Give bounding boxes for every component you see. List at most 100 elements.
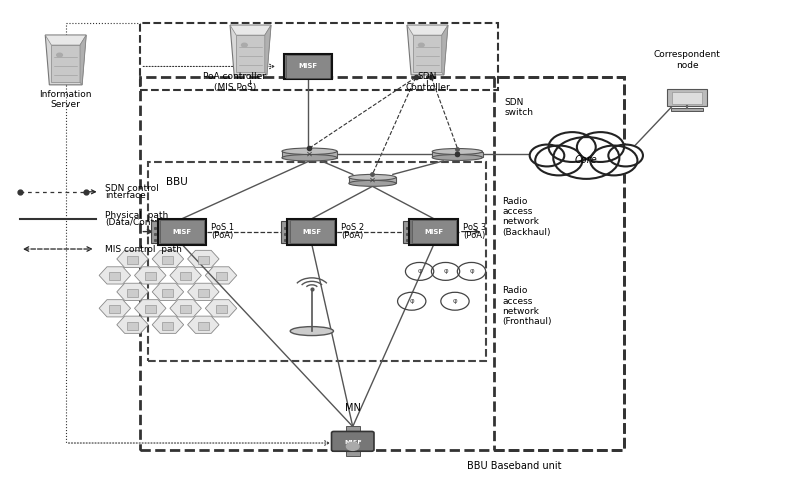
- Text: Correspondent
node: Correspondent node: [653, 50, 721, 70]
- Text: (Data/Control): (Data/Control): [105, 218, 169, 227]
- FancyBboxPatch shape: [127, 256, 138, 264]
- FancyBboxPatch shape: [162, 256, 173, 264]
- Polygon shape: [51, 45, 80, 82]
- Circle shape: [530, 144, 564, 166]
- Text: BBU Baseband unit: BBU Baseband unit: [466, 461, 562, 471]
- Circle shape: [418, 43, 425, 47]
- Text: φ: φ: [453, 298, 457, 304]
- FancyBboxPatch shape: [198, 322, 209, 330]
- Text: MISF: MISF: [425, 228, 444, 234]
- Text: Radio
access
network
(Backhaul): Radio access network (Backhaul): [502, 197, 550, 237]
- FancyBboxPatch shape: [198, 256, 209, 264]
- Text: Information
Server: Information Server: [40, 90, 92, 109]
- FancyBboxPatch shape: [127, 289, 138, 297]
- Polygon shape: [407, 25, 448, 35]
- Text: MISF: MISF: [299, 63, 318, 69]
- Text: (PoA): (PoA): [211, 231, 234, 240]
- FancyBboxPatch shape: [281, 221, 289, 242]
- FancyBboxPatch shape: [284, 53, 333, 79]
- FancyBboxPatch shape: [109, 273, 120, 280]
- FancyBboxPatch shape: [215, 273, 227, 280]
- Text: MISF: MISF: [344, 440, 362, 445]
- Ellipse shape: [432, 148, 482, 154]
- Text: ✕: ✕: [369, 176, 376, 185]
- Circle shape: [549, 132, 596, 162]
- FancyBboxPatch shape: [162, 289, 173, 297]
- FancyBboxPatch shape: [409, 219, 458, 244]
- Circle shape: [554, 137, 619, 179]
- FancyBboxPatch shape: [162, 322, 173, 330]
- Circle shape: [57, 53, 63, 57]
- Text: SDN control: SDN control: [105, 184, 158, 193]
- Text: MISF: MISF: [173, 228, 192, 234]
- Text: BBU: BBU: [166, 177, 188, 187]
- Ellipse shape: [290, 326, 333, 336]
- Text: MIS control  path: MIS control path: [105, 244, 182, 254]
- FancyBboxPatch shape: [348, 178, 396, 184]
- FancyBboxPatch shape: [672, 93, 702, 104]
- Polygon shape: [413, 35, 442, 72]
- Text: φ: φ: [417, 269, 422, 275]
- FancyBboxPatch shape: [403, 221, 411, 242]
- Text: Core: Core: [575, 155, 598, 165]
- FancyBboxPatch shape: [145, 305, 156, 313]
- Ellipse shape: [348, 181, 396, 186]
- FancyBboxPatch shape: [332, 432, 374, 451]
- FancyBboxPatch shape: [160, 220, 204, 243]
- Text: (PoA): (PoA): [341, 231, 364, 240]
- FancyBboxPatch shape: [151, 221, 159, 242]
- Text: SDN
switch: SDN switch: [505, 98, 534, 117]
- FancyBboxPatch shape: [667, 90, 707, 106]
- FancyBboxPatch shape: [180, 273, 191, 280]
- Text: φ: φ: [444, 269, 447, 275]
- Polygon shape: [45, 35, 86, 45]
- Text: interface: interface: [105, 191, 146, 200]
- Text: ✕: ✕: [454, 150, 461, 159]
- Text: Radio
access
network
(Fronthaul): Radio access network (Fronthaul): [502, 286, 552, 326]
- FancyBboxPatch shape: [282, 151, 337, 158]
- Polygon shape: [45, 35, 86, 85]
- FancyBboxPatch shape: [127, 322, 138, 330]
- Polygon shape: [236, 35, 265, 72]
- Polygon shape: [230, 25, 271, 35]
- FancyBboxPatch shape: [345, 426, 360, 433]
- Text: PoS 3: PoS 3: [463, 223, 486, 232]
- Text: PoS 2: PoS 2: [341, 223, 364, 232]
- FancyBboxPatch shape: [290, 220, 334, 243]
- Circle shape: [242, 43, 247, 47]
- Ellipse shape: [348, 175, 396, 181]
- Text: PoA controller
(MIS PoS): PoA controller (MIS PoS): [204, 72, 266, 92]
- Text: ✕: ✕: [306, 150, 313, 159]
- Ellipse shape: [282, 148, 337, 154]
- Polygon shape: [265, 25, 271, 75]
- Ellipse shape: [282, 154, 337, 161]
- FancyBboxPatch shape: [412, 220, 455, 243]
- Text: PoS 1: PoS 1: [211, 223, 234, 232]
- FancyBboxPatch shape: [345, 448, 360, 456]
- FancyBboxPatch shape: [672, 108, 703, 111]
- Text: Physical  path: Physical path: [105, 211, 168, 220]
- Polygon shape: [407, 25, 448, 75]
- Circle shape: [577, 132, 624, 162]
- Polygon shape: [442, 25, 448, 75]
- Text: MN: MN: [345, 403, 360, 413]
- FancyBboxPatch shape: [198, 289, 209, 297]
- FancyBboxPatch shape: [145, 273, 156, 280]
- Text: φ: φ: [469, 269, 474, 275]
- Text: (PoA): (PoA): [463, 231, 485, 240]
- Circle shape: [535, 145, 582, 176]
- Text: SDN
Controller: SDN Controller: [405, 72, 450, 92]
- Text: MISF: MISF: [303, 228, 322, 234]
- Polygon shape: [230, 25, 271, 75]
- Circle shape: [608, 144, 643, 166]
- Text: φ: φ: [409, 298, 414, 304]
- FancyBboxPatch shape: [215, 305, 227, 313]
- Polygon shape: [80, 35, 86, 85]
- Circle shape: [346, 443, 359, 450]
- FancyBboxPatch shape: [158, 219, 207, 244]
- Ellipse shape: [432, 154, 482, 160]
- FancyBboxPatch shape: [180, 305, 191, 313]
- FancyBboxPatch shape: [432, 151, 482, 157]
- FancyBboxPatch shape: [109, 305, 120, 313]
- Circle shape: [590, 145, 638, 176]
